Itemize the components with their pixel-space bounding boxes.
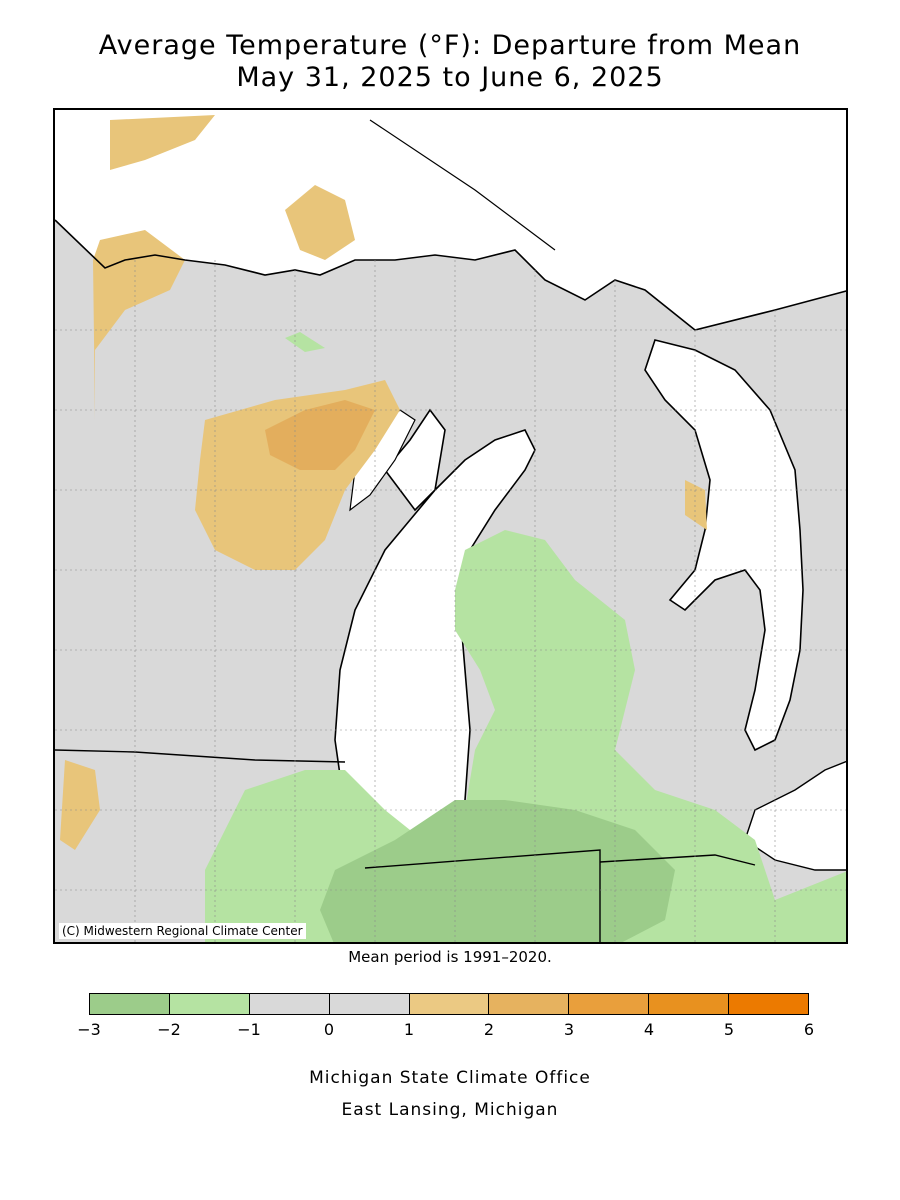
state-border-illinois: [55, 749, 346, 763]
anomaly-wisconsin-warmer: [265, 400, 375, 470]
legend-tick-label: 0: [323, 1020, 335, 1039]
state-border-ohio: [599, 854, 756, 866]
legend-swatch-0: [90, 994, 170, 1014]
legend-swatch-8: [729, 994, 809, 1014]
legend-swatch-3: [329, 994, 410, 1014]
legend-tick-label: 1: [403, 1020, 415, 1039]
map-date-range: May 31, 2025 to June 6, 2025: [236, 62, 664, 93]
copyright-label: (C) Midwestern Regional Climate Center: [59, 923, 306, 939]
legend-tick-label: 2: [483, 1020, 495, 1039]
credit-location: East Lansing, Michigan: [341, 1100, 559, 1120]
legend-tick-label: 5: [723, 1020, 735, 1039]
legend-swatch-1: [169, 994, 250, 1014]
lake-superior: [55, 110, 846, 330]
superior-shoreline: [55, 219, 846, 331]
legend-swatch-7: [649, 994, 730, 1014]
legend-tick-label: 4: [643, 1020, 655, 1039]
state-border-indiana: [364, 849, 601, 942]
legend-swatch-6: [569, 994, 650, 1014]
anomaly-southwest-warm: [60, 760, 100, 850]
map-title: Average Temperature (°F): Departure from…: [98, 30, 802, 61]
mean-period-note: Mean period is 1991–2020.: [348, 948, 552, 966]
legend-swatch-2: [249, 994, 330, 1014]
color-legend: [89, 993, 809, 1015]
legend-tick-label: 3: [563, 1020, 575, 1039]
credit-office: Michigan State Climate Office: [309, 1068, 591, 1088]
legend-tick-label: 6: [803, 1020, 815, 1039]
anomaly-northwest-warm: [110, 115, 215, 170]
temperature-departure-map: (C) Midwestern Regional Climate Center: [53, 108, 848, 944]
lake-huron: [644, 339, 804, 752]
canada-border: [369, 119, 556, 251]
legend-swatch-5: [489, 994, 570, 1014]
anomaly-thumb-warm: [685, 480, 707, 530]
legend-tick-label: −2: [157, 1020, 181, 1039]
anomaly-southern-michigan-coolest: [320, 800, 675, 942]
legend-tick-label: −1: [237, 1020, 261, 1039]
anomaly-keweenaw-warm: [285, 185, 355, 260]
anomaly-west-warm: [93, 230, 185, 420]
anomaly-southern-michigan-cool: [205, 530, 846, 942]
legend-tick-label: −3: [77, 1020, 101, 1039]
legend-swatch-4: [409, 994, 490, 1014]
map-canvas: [55, 110, 846, 942]
